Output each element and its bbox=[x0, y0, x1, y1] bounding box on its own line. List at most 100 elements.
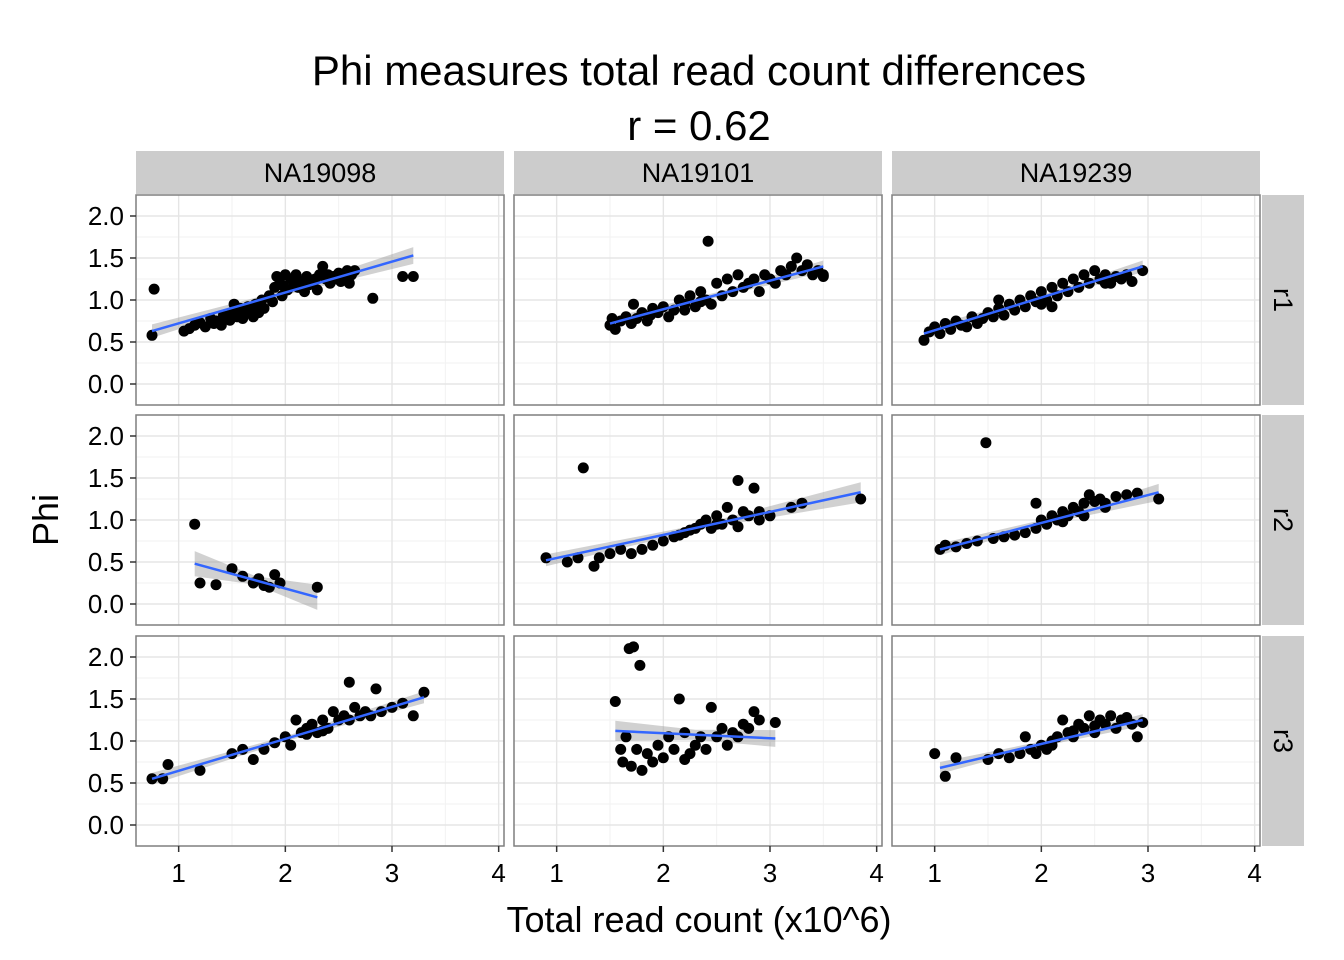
fit-line bbox=[151, 696, 425, 780]
facet-grid: NA19098 NA19101 NA19239 r1 r2 r3 0.0 0.5 1.0 1.5 2… bbox=[88, 151, 1304, 888]
data-point bbox=[652, 739, 664, 751]
y-tick-label: 1.0 bbox=[88, 285, 124, 315]
data-point bbox=[397, 271, 409, 282]
data-point bbox=[1131, 487, 1143, 499]
row-strip-label: r1 bbox=[1268, 288, 1298, 312]
x-axis-title: Total read count (x10^6) bbox=[506, 899, 891, 940]
data-point bbox=[1030, 497, 1042, 509]
x-tick-label: 4 bbox=[869, 858, 883, 888]
y-tick-label: 0.5 bbox=[88, 547, 124, 577]
column-strip-label: NA19239 bbox=[1020, 158, 1133, 188]
data-point bbox=[801, 259, 813, 271]
chart-title-line-2: r = 0.62 bbox=[627, 102, 771, 149]
data-point bbox=[577, 462, 589, 474]
data-point bbox=[327, 706, 339, 718]
x-tick-label: 3 bbox=[1141, 858, 1155, 888]
data-point bbox=[636, 764, 648, 776]
data-point bbox=[1078, 497, 1090, 509]
data-point bbox=[785, 260, 797, 272]
fit-line bbox=[609, 265, 824, 325]
panel-NA19101-r2 bbox=[513, 414, 883, 626]
data-point bbox=[540, 552, 552, 564]
data-point bbox=[561, 556, 573, 568]
data-point bbox=[625, 548, 637, 560]
panel-NA19239-r3 bbox=[891, 635, 1261, 847]
data-point bbox=[998, 309, 1010, 321]
x-tick-label: 1 bbox=[171, 858, 185, 888]
y-tick-label: 0.0 bbox=[88, 810, 124, 840]
column-strip: NA19101 bbox=[514, 151, 882, 194]
data-point bbox=[732, 521, 744, 533]
data-point bbox=[311, 581, 323, 593]
row-strip: r1 bbox=[1262, 195, 1304, 405]
data-point bbox=[980, 437, 992, 449]
panel-border bbox=[891, 414, 1261, 626]
fit-line bbox=[151, 254, 414, 333]
data-point bbox=[743, 722, 755, 734]
data-point bbox=[929, 748, 941, 760]
data-point bbox=[1153, 493, 1165, 505]
data-point bbox=[631, 743, 643, 755]
panel-border bbox=[513, 635, 883, 847]
data-point bbox=[705, 298, 717, 310]
data-point bbox=[695, 731, 707, 743]
data-point bbox=[721, 739, 733, 751]
column-strip: NA19239 bbox=[892, 151, 1260, 194]
data-point bbox=[1057, 714, 1069, 726]
fit-line bbox=[194, 562, 318, 599]
x-tick-label: 4 bbox=[491, 858, 505, 888]
data-point bbox=[370, 683, 382, 695]
y-tick-label: 1.5 bbox=[88, 243, 124, 273]
y-tick-label: 0.5 bbox=[88, 768, 124, 798]
data-point bbox=[407, 271, 419, 282]
row-strip: r3 bbox=[1262, 636, 1304, 846]
data-point bbox=[689, 739, 701, 751]
column-strip: NA19098 bbox=[136, 151, 504, 194]
data-point bbox=[615, 543, 627, 555]
row-strip: r2 bbox=[1262, 415, 1304, 625]
data-point bbox=[1030, 748, 1042, 760]
data-point bbox=[226, 563, 238, 575]
y-tick-label: 0.0 bbox=[88, 369, 124, 399]
data-point bbox=[1046, 301, 1058, 313]
data-point bbox=[317, 714, 329, 726]
y-tick-label: 2.0 bbox=[88, 642, 124, 672]
y-tick-label: 1.5 bbox=[88, 684, 124, 714]
data-point bbox=[732, 475, 744, 486]
data-point bbox=[1089, 265, 1101, 277]
data-point bbox=[684, 290, 696, 302]
column-strip-background bbox=[514, 151, 882, 194]
data-point bbox=[199, 321, 211, 333]
panel-NA19098-r3 bbox=[135, 635, 505, 847]
data-point bbox=[711, 277, 723, 289]
data-point bbox=[148, 283, 160, 295]
data-point bbox=[1110, 491, 1122, 502]
data-point bbox=[1078, 722, 1090, 734]
column-strip-background bbox=[892, 151, 1260, 194]
column-strip-label: NA19101 bbox=[642, 158, 755, 188]
data-point bbox=[285, 739, 297, 751]
data-point bbox=[1009, 529, 1021, 541]
data-point bbox=[1067, 725, 1079, 737]
data-point bbox=[407, 710, 419, 722]
data-point bbox=[673, 693, 685, 705]
y-tick-label: 0.0 bbox=[88, 589, 124, 619]
data-point bbox=[817, 269, 829, 281]
x-tick-label: 3 bbox=[385, 858, 399, 888]
data-point bbox=[855, 493, 867, 505]
panel-NA19101-r1 bbox=[513, 194, 883, 406]
data-point bbox=[657, 535, 669, 547]
data-point bbox=[748, 273, 760, 285]
data-point bbox=[961, 321, 973, 333]
data-point bbox=[702, 235, 714, 247]
x-tick-label: 3 bbox=[763, 858, 777, 888]
data-point bbox=[1099, 277, 1111, 289]
y-tick-label: 0.5 bbox=[88, 327, 124, 357]
data-point bbox=[1035, 298, 1047, 310]
column-strip-label: NA19098 bbox=[264, 158, 377, 188]
y-tick-label: 2.0 bbox=[88, 201, 124, 231]
data-point bbox=[210, 579, 222, 591]
data-point bbox=[748, 706, 760, 718]
data-point bbox=[367, 292, 379, 304]
data-point bbox=[628, 641, 639, 653]
